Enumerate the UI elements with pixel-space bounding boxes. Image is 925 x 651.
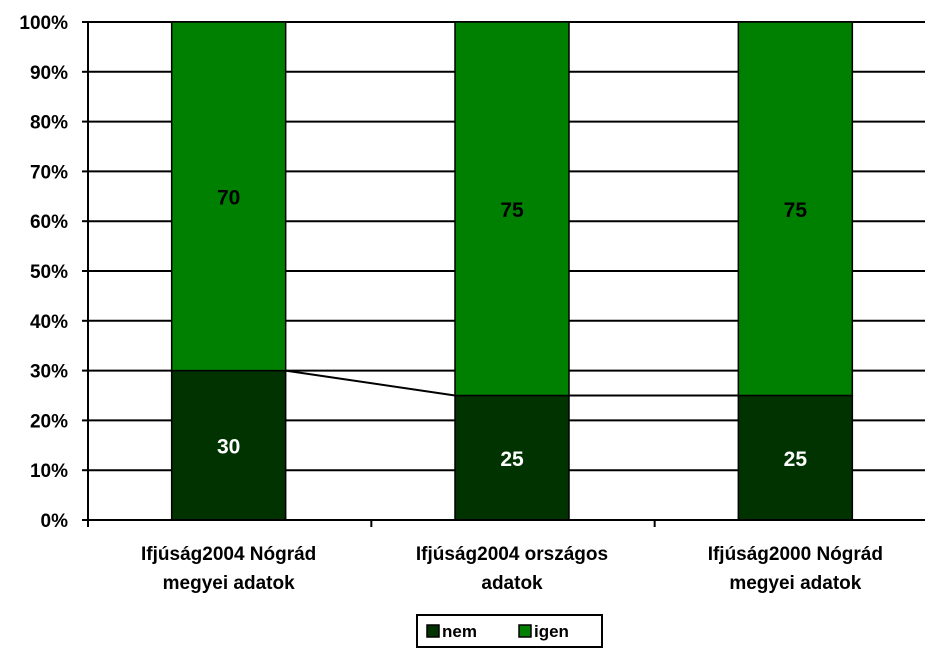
legend-swatch-nem [426, 624, 440, 638]
y-tick-label: 40% [30, 312, 68, 333]
y-tick-label: 10% [30, 461, 68, 482]
x-category-labels: Ifjúság2004 Nógrád megyei adatok Ifjúság20… [141, 544, 883, 594]
y-tick-label: 0% [41, 511, 69, 532]
legend: nem igen [416, 614, 603, 648]
axes [82, 21, 925, 527]
x-category-label: Ifjúság2004 országos adatok [416, 544, 608, 594]
bar-segment-igen [170, 21, 287, 372]
data-label: 75 [500, 199, 524, 222]
legend-label-nem: nem [442, 622, 477, 641]
bar-segment-igen [737, 21, 854, 397]
data-label: 70 [217, 186, 240, 209]
bar-segment-nem [170, 369, 287, 521]
data-labels: 30 70 25 75 25 75 [217, 186, 807, 470]
series-lines [285, 369, 739, 397]
y-tick-label: 100% [19, 13, 68, 34]
data-label: 30 [217, 435, 240, 458]
x-category-label: Ifjúság2004 Nógrád megyei adatok [141, 544, 316, 594]
data-label: 75 [784, 199, 808, 222]
y-tick-labels: 0% 10% 20% 30% 40% 50% 60% 70% 80% 90% 100% [19, 13, 68, 532]
y-tick-label: 90% [30, 63, 68, 84]
bar-segment-igen [454, 21, 570, 397]
y-tick-label: 70% [30, 162, 68, 183]
bars [170, 21, 854, 521]
y-tick-label: 80% [30, 113, 68, 134]
legend-swatch-igen [518, 624, 532, 638]
data-label: 25 [784, 448, 808, 471]
legend-label-igen: igen [534, 622, 569, 641]
legend-box [416, 614, 603, 648]
y-tick-label: 50% [30, 262, 68, 283]
data-label: 25 [500, 448, 524, 471]
x-category-label: Ifjúság2000 Nógrád megyei adatok [708, 544, 883, 594]
y-tick-label: 20% [30, 411, 68, 432]
y-tick-label: 60% [30, 212, 68, 233]
y-tick-label: 30% [30, 362, 68, 383]
series-line [285, 369, 456, 397]
